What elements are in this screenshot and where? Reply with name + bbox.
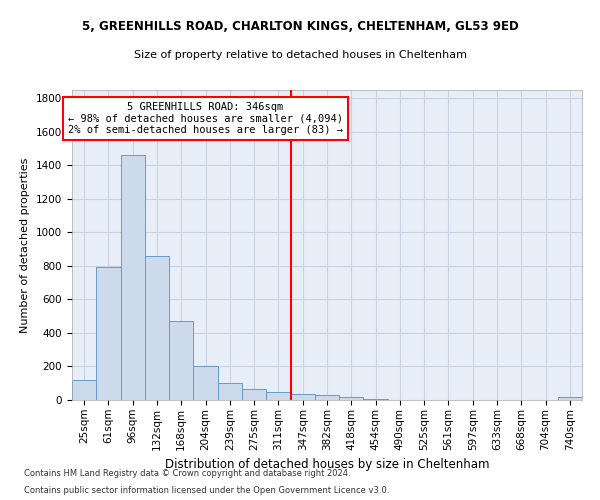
Bar: [121, 156, 145, 400]
Bar: [72, 380, 96, 400]
Text: 5, GREENHILLS ROAD, CHARLTON KINGS, CHELTENHAM, GL53 9ED: 5, GREENHILLS ROAD, CHARLTON KINGS, CHEL…: [82, 20, 518, 33]
Bar: [96, 267, 121, 400]
Bar: [169, 321, 193, 400]
Bar: [558, 396, 582, 400]
Text: 5 GREENHILLS ROAD: 346sqm
← 98% of detached houses are smaller (4,094)
2% of sem: 5 GREENHILLS ROAD: 346sqm ← 98% of detac…: [68, 102, 343, 135]
Text: Size of property relative to detached houses in Cheltenham: Size of property relative to detached ho…: [133, 50, 467, 60]
Bar: [193, 366, 218, 400]
Bar: [290, 394, 315, 400]
Bar: [364, 399, 388, 400]
Bar: [218, 383, 242, 400]
Y-axis label: Number of detached properties: Number of detached properties: [20, 158, 31, 332]
Text: Contains HM Land Registry data © Crown copyright and database right 2024.: Contains HM Land Registry data © Crown c…: [24, 468, 350, 477]
Bar: [315, 395, 339, 400]
Bar: [145, 256, 169, 400]
Bar: [266, 392, 290, 400]
X-axis label: Distribution of detached houses by size in Cheltenham: Distribution of detached houses by size …: [165, 458, 489, 471]
Bar: [339, 396, 364, 400]
Bar: [242, 389, 266, 400]
Text: Contains public sector information licensed under the Open Government Licence v3: Contains public sector information licen…: [24, 486, 389, 495]
